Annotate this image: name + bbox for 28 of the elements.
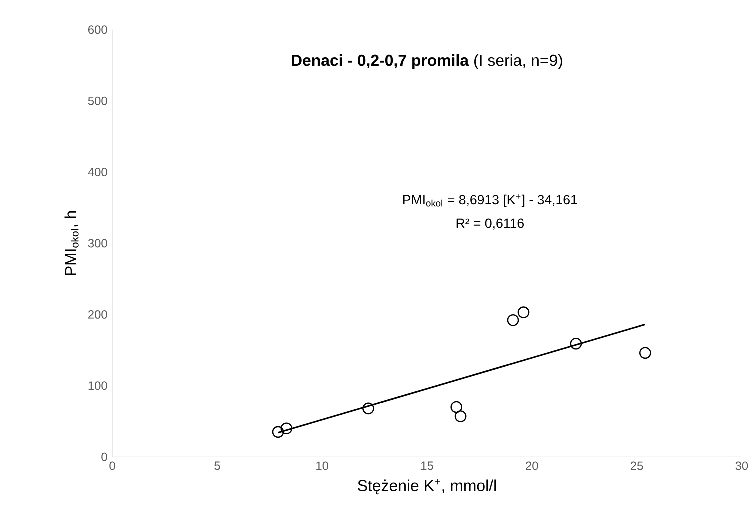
y-tick-label: 100	[88, 382, 108, 390]
y-tick-label: 500	[88, 96, 108, 106]
point	[507, 314, 520, 326]
x-tick-label: 15	[422, 462, 434, 470]
x-tick-label: 20	[526, 462, 538, 470]
point	[518, 306, 530, 319]
y-axis-title: PMI$_{okol}$, h	[64, 212, 79, 276]
x-tick-label: 5	[214, 462, 220, 470]
point	[570, 338, 582, 350]
y-tick-label: 400	[88, 168, 108, 177]
y-tick-label: 300	[88, 239, 108, 248]
y-tick-label: 600	[88, 26, 108, 34]
annotation: PMI$_{okol}$ = 8,6913 [K$^{+}$] - 34,161	[404, 194, 578, 208]
point	[362, 402, 374, 415]
point	[272, 426, 284, 438]
point	[450, 401, 463, 414]
x-tick-label: 25	[630, 462, 644, 470]
point	[280, 422, 293, 435]
y-tick-label: 0	[102, 452, 108, 462]
y-tick-label: 200	[88, 310, 108, 320]
x-tick-label: 30	[736, 462, 748, 470]
x-tick-label: 0	[110, 462, 116, 470]
x-axis-title: Stężenie K$^{+}$, mmol/l	[358, 479, 496, 495]
point	[454, 410, 467, 423]
point	[640, 347, 652, 360]
x-tick-label: 10	[316, 462, 329, 470]
annotation: R² = 0,6116	[456, 218, 524, 230]
text: Denaci - 0,2-0,7 promila (I seria, n=9)	[292, 54, 562, 70]
